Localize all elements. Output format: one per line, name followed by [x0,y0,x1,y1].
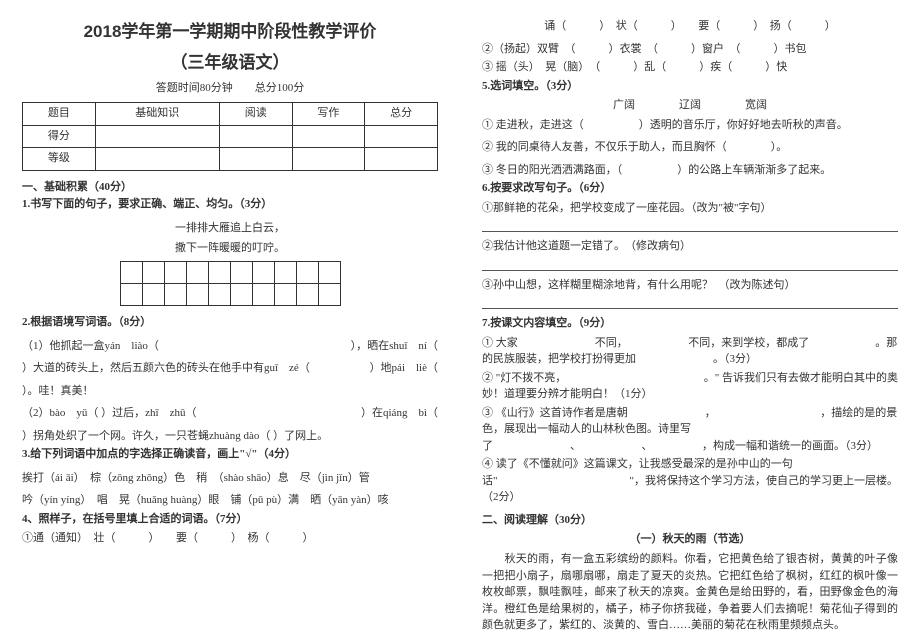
answer-line [482,257,898,271]
writing-grid [120,261,341,306]
q5-l1: ① 走进秋，走进这（ ）透明的音乐厅，你好好地去听秋的声音。 [482,117,898,134]
meta-line: 答题时间80分钟 总分100分 [22,80,438,98]
q3-head: 3.给下列词语中加点的字选择正确读音，画上"√"（4分） [22,446,438,464]
q2-head: 2.根据语境写词语。（8分） [22,314,438,332]
q5-l3: ③ 冬日的阳光洒洒满路面，（ ）的公路上车辆渐渐多了起来。 [482,162,898,179]
q7-l2: ② "灯不拨不亮， 。" 告诉我们只有去做才能明白其中的奥妙！道理要分辨才能明白… [482,370,898,403]
answer-line [482,295,898,309]
q2-l4: （2）bào yǔ（ ）过后，zhī zhū（ ）在qiáng bì（ [22,405,438,422]
q2-l3: ）。哇！真美！ [22,383,438,400]
q6-l3: ③孙中山想，这样糊里糊涂地背，有什么用呢？ （改为陈述句） [482,277,898,294]
score-table: 题目 基础知识 阅读 写作 总分 得分 等级 [22,102,438,171]
score-h2: 阅读 [219,102,292,125]
q7-l3: ③ 《山行》这首诗作者是唐朝 ， ，描绘的是的景色，展现出一幅动人的山林秋色图。… [482,405,898,455]
q5-head: 5.选词填空。（3分） [482,78,898,96]
score-r1: 等级 [23,148,96,171]
title-main: 2018学年第一学期期中阶段性教学评价 [22,18,438,45]
r-a: ②（扬起）双臂 （ ）衣裳 （ ）窗户 （ ）书包 [482,41,898,58]
score-r0: 得分 [23,125,96,148]
q7-l1: ① 大家 不同， 不同，来到学校，都成了 。那的民族服装，把学校打扮得更加 。（… [482,335,898,368]
q1-head: 1.书写下面的句子，要求正确、端正、均匀。（3分） [22,196,438,214]
q7-head: 7.按课文内容填空。（9分） [482,315,898,333]
score-h3: 写作 [292,102,365,125]
right-column: 诵（ ） 状（ ） 要（ ） 扬（ ） ②（扬起）双臂 （ ）衣裳 （ ）窗户 … [460,0,920,638]
q4-head: 4、照样子，在括号里填上合适的词语。（7分） [22,511,438,529]
q1-l1: 一排排大雁追上白云， [22,220,438,238]
sec2-head: 二、阅读理解（30分） [482,512,898,530]
q2-l1: （1）他抓起一盒yán liào（ ），晒在shuǐ ní（ [22,338,438,355]
q2-l2: ）大道的砖头上，然后五颜六色的砖头在他手中有guī zé（ ）地pái liè（ [22,360,438,377]
q5-words: 广阔 辽阔 宽阔 [482,97,898,115]
reading-title: （一）秋天的雨（节选） [482,531,898,549]
answer-line [482,218,898,232]
q6-l2: ②我估计他这道题一定错了。 （修改病句） [482,238,898,255]
reading-body: 秋天的雨，有一盒五彩缤纷的颜料。你看，它把黄色给了银杏树，黄黄的叶子像一把把小扇… [482,551,898,634]
q5-l2: ② 我的同桌待人友善，不仅乐于助人，而且胸怀（ ）。 [482,139,898,156]
r-top: 诵（ ） 状（ ） 要（ ） 扬（ ） [482,18,898,35]
q3-l2: 吟（yín yíng） 唱 晃（huǎng huàng）眼 铺（pū pù）满 … [22,492,438,509]
score-h0: 题目 [23,102,96,125]
r-b: ③ 摇（头） 晃（脑） （ ）乱（ ）疾（ ）快 [482,59,898,76]
q6-l1: ①那鲜艳的花朵，把学校变成了一座花园。（改为"被"字句） [482,200,898,217]
q6-head: 6.按要求改写句子。（6分） [482,180,898,198]
q4-ex: ①通（通知） 壮（ ） 要（ ） 杨（ ） [22,530,438,547]
q2-l5: ）拐角处织了一个网。许久，一只苍蝇zhuàng dào（ ）了网上。 [22,428,438,445]
q3-l1: 挨打（ái āi） 棕（zōng zhōng）色 稍 （shào shāo）息 … [22,470,438,487]
sec1-head: 一、基础积累（40分） [22,179,438,197]
score-h4: 总分 [365,102,438,125]
title-sub: （三年级语文） [22,49,438,76]
left-column: 2018学年第一学期期中阶段性教学评价 （三年级语文） 答题时间80分钟 总分1… [0,0,460,638]
q1-l2: 撒下一阵暖暖的叮咛。 [22,240,438,258]
score-h1: 基础知识 [95,102,219,125]
q7-l4: ④ 读了《不懂就问》这篇课文，让我感受最深的是孙中山的一句话" "，我将保持这个… [482,456,898,506]
